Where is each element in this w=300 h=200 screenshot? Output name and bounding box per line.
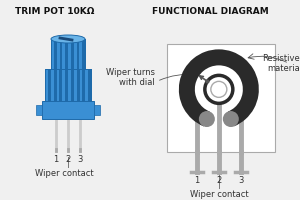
Bar <box>82 69 86 101</box>
Circle shape <box>211 81 227 97</box>
Ellipse shape <box>51 35 85 43</box>
Bar <box>59 69 63 101</box>
Bar <box>62 39 66 69</box>
Bar <box>74 69 77 101</box>
Bar <box>76 39 80 69</box>
Text: 2: 2 <box>65 155 70 164</box>
Bar <box>71 69 74 101</box>
Text: Resistive
materia: Resistive materia <box>262 54 300 73</box>
Bar <box>42 101 94 119</box>
Bar <box>59 39 63 69</box>
Bar <box>71 39 74 69</box>
Wedge shape <box>179 49 259 126</box>
Text: 2: 2 <box>216 176 221 185</box>
Bar <box>76 69 80 101</box>
Text: 1: 1 <box>53 155 58 164</box>
Bar <box>57 39 60 69</box>
Circle shape <box>205 75 233 103</box>
Text: FUNCTIONAL DIAGRAM: FUNCTIONAL DIAGRAM <box>152 7 268 16</box>
Text: 3: 3 <box>238 176 244 185</box>
Text: 1: 1 <box>194 176 200 185</box>
Bar <box>54 69 57 101</box>
Bar <box>80 69 83 101</box>
Bar <box>79 39 83 69</box>
Bar <box>65 69 68 101</box>
Text: Wiper contact: Wiper contact <box>190 190 248 199</box>
Bar <box>62 69 66 101</box>
Bar <box>167 44 275 152</box>
Bar <box>54 39 57 69</box>
Bar <box>56 69 60 101</box>
Bar <box>45 69 48 101</box>
Circle shape <box>199 111 215 127</box>
Bar <box>51 69 54 101</box>
Bar <box>68 39 71 69</box>
Bar <box>94 105 100 115</box>
Bar <box>85 69 88 101</box>
Bar <box>48 69 51 101</box>
Text: Wiper contact: Wiper contact <box>35 169 93 178</box>
Bar <box>51 39 54 69</box>
Bar <box>45 69 91 101</box>
Text: Wiper turns
with dial: Wiper turns with dial <box>106 68 155 87</box>
Text: 3: 3 <box>77 155 83 164</box>
Bar <box>65 39 68 69</box>
Bar <box>82 39 85 69</box>
Text: TRIM POT 10KΩ: TRIM POT 10KΩ <box>15 7 95 16</box>
Circle shape <box>223 111 239 127</box>
Bar <box>88 69 91 101</box>
Bar <box>36 105 42 115</box>
Bar <box>74 39 77 69</box>
Bar <box>68 69 71 101</box>
Bar <box>51 39 85 69</box>
